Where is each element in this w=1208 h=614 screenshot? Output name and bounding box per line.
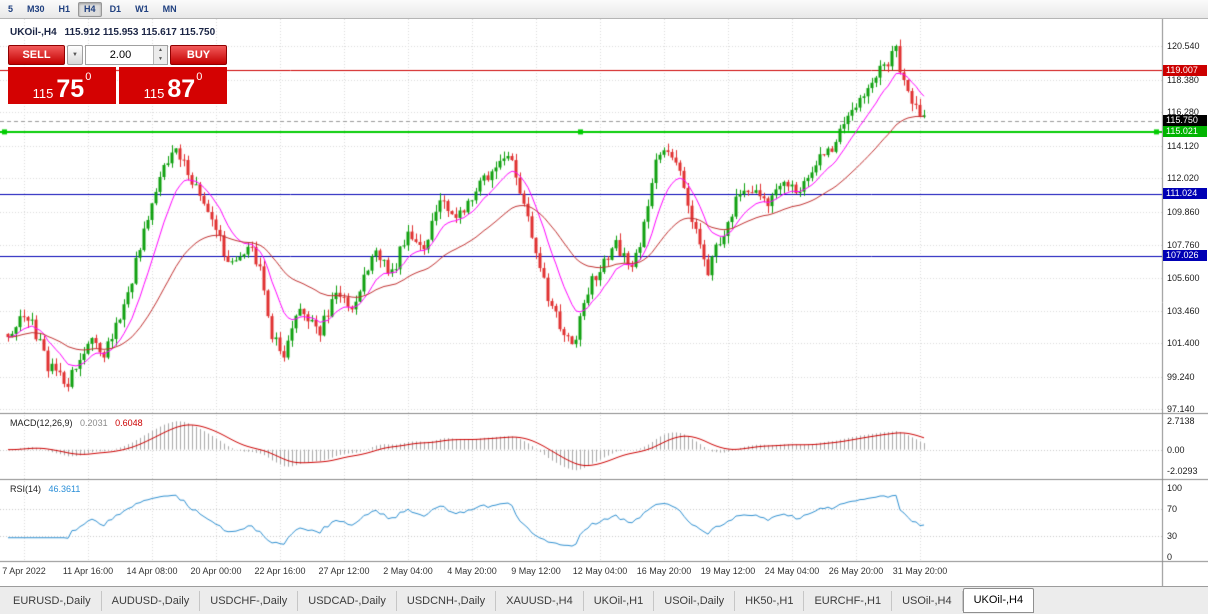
period-button-mn[interactable]: MN bbox=[157, 2, 183, 17]
chart-area: 120.540 118.380 116.280 114.120 112.020 109.8… bbox=[0, 19, 1208, 586]
macd-signal-value: 0.6048 bbox=[115, 418, 143, 428]
buy-price-prefix: 115 bbox=[143, 86, 165, 101]
chart-tab[interactable]: EURCHF-,H1 bbox=[804, 590, 893, 611]
spinner-down-icon[interactable]: ▼ bbox=[158, 56, 163, 62]
period-button-h1[interactable]: H1 bbox=[53, 2, 77, 17]
chart-tab[interactable]: USDCNH-,Daily bbox=[397, 590, 497, 611]
buy-button[interactable]: BUY bbox=[170, 45, 227, 65]
volume-dropdown-button[interactable]: ▼ bbox=[67, 45, 83, 65]
sell-price-sup: 0 bbox=[85, 71, 92, 83]
rsi-value: 46.3611 bbox=[48, 484, 81, 494]
chart-tab[interactable]: AUDUSD-,Daily bbox=[102, 590, 201, 611]
sell-price-big: 75 bbox=[56, 75, 85, 103]
buy-price-sup: 0 bbox=[196, 71, 203, 83]
period-toolbar: 5 M30 H1 H4 D1 W1 MN bbox=[0, 0, 1208, 19]
spinner-up-icon[interactable]: ▲ bbox=[158, 47, 163, 53]
chart-tab[interactable]: USDCHF-,Daily bbox=[200, 590, 299, 611]
volume-spinner: ▲ ▼ bbox=[153, 46, 167, 64]
chart-tab[interactable]: USDCAD-,Daily bbox=[298, 590, 397, 611]
sell-button[interactable]: SELL bbox=[8, 45, 65, 65]
period-button-h4[interactable]: H4 bbox=[78, 1, 102, 17]
caret-down-icon: ▼ bbox=[72, 52, 78, 58]
chart-title: UKOil-,H4 115.912 115.953 115.617 115.75… bbox=[10, 27, 215, 38]
macd-name: MACD(12,26,9) bbox=[10, 418, 73, 428]
chart-tab[interactable]: UKOil-,H1 bbox=[584, 590, 655, 611]
period-button-w1[interactable]: W1 bbox=[129, 2, 155, 17]
symbol-timeframe-label: UKOil-,H4 bbox=[10, 27, 57, 38]
buy-price-big: 87 bbox=[167, 75, 196, 103]
rsi-name: RSI(14) bbox=[10, 484, 42, 494]
period-button-m30[interactable]: M30 bbox=[21, 2, 51, 17]
chart-tab[interactable]: UKOil-,H4 bbox=[962, 588, 1035, 613]
buy-price-display[interactable]: 115 87 0 bbox=[119, 67, 227, 104]
chart-tab[interactable]: USOil-,Daily bbox=[654, 590, 736, 611]
chart-tabs-bar: EURUSD-,Daily AUDUSD-,Daily USDCHF-,Daily U… bbox=[0, 586, 1208, 614]
sell-price-prefix: 115 bbox=[32, 86, 54, 101]
macd-indicator-label: MACD(12,26,9) 0.2031 0.6048 bbox=[10, 418, 143, 428]
period-button-d1[interactable]: D1 bbox=[104, 2, 128, 17]
chart-tab[interactable]: HK50-,H1 bbox=[735, 590, 805, 611]
ohlc-values: 115.912 115.953 115.617 115.750 bbox=[64, 27, 216, 38]
macd-main-value: 0.2031 bbox=[80, 418, 108, 428]
period-button-5[interactable]: 5 bbox=[2, 2, 19, 17]
one-click-trading-panel: SELL ▼ ▲ ▼ BUY 115 75 0 bbox=[8, 45, 227, 104]
chart-tab[interactable]: XAUUSD-,H4 bbox=[496, 590, 584, 611]
volume-field-group: ▲ ▼ bbox=[85, 45, 168, 65]
sell-price-display[interactable]: 115 75 0 bbox=[8, 67, 116, 104]
chart-tab[interactable]: USOil-,H4 bbox=[892, 590, 963, 611]
chart-canvas[interactable] bbox=[0, 19, 1208, 586]
rsi-indicator-label: RSI(14) 46.3611 bbox=[10, 484, 80, 494]
volume-input[interactable] bbox=[85, 45, 168, 65]
chart-tab[interactable]: EURUSD-,Daily bbox=[3, 590, 102, 611]
